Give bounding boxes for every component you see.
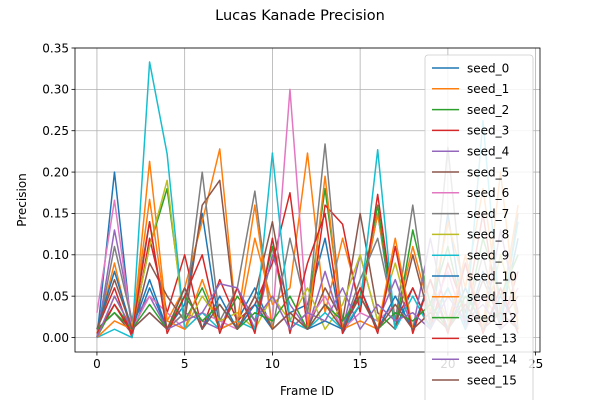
- legend-entry-label: seed_1: [467, 82, 509, 96]
- legend-entry-label: seed_12: [467, 311, 517, 325]
- y-axis-label: Precision: [15, 173, 29, 227]
- legend-entry-label: seed_13: [467, 332, 517, 346]
- legend-entry-label: seed_11: [467, 290, 517, 304]
- legend-entry-label: seed_15: [467, 373, 517, 387]
- legend: seed_0 seed_1 seed_2 seed_3 seed_4 seed_5seed…: [424, 54, 534, 400]
- y-axis-ticks: 0.00 0.05 0.10 0.15 0.20 0.25 0.30 0.35: [42, 41, 75, 345]
- y-tick-label: 0.35: [42, 41, 69, 55]
- legend-entry-label: seed_10: [467, 269, 517, 283]
- y-tick-label: 0.15: [42, 207, 69, 221]
- x-tick-label: 5: [181, 357, 189, 371]
- legend-entry-label: seed_14: [467, 353, 517, 367]
- legend-entry-label: seed_6: [467, 186, 509, 200]
- legend-entry-label: seed_8: [467, 228, 509, 242]
- plot-frame: [74, 47, 541, 353]
- legend-entry-label: seed_3: [467, 124, 509, 138]
- y-tick-label: 0.30: [42, 83, 69, 97]
- y-tick-label: 0.25: [42, 124, 69, 138]
- legend-box: [424, 54, 534, 400]
- legend-entry-label: seed_9: [467, 249, 509, 263]
- legend-entry-label: seed_4: [467, 145, 509, 159]
- y-tick-label: 0.20: [42, 165, 69, 179]
- y-tick-label: 0.05: [42, 289, 69, 303]
- legend-entry-label: seed_7: [467, 207, 509, 221]
- y-tick-label: 0.00: [42, 331, 69, 345]
- chart-title: Lucas Kanade Precision: [215, 8, 385, 24]
- x-axis-label: Frame ID: [280, 384, 334, 398]
- x-tick-label: 10: [265, 357, 280, 371]
- legend-entry-label: seed_5: [467, 165, 509, 179]
- x-tick-label: 15: [353, 357, 368, 371]
- y-tick-label: 0.10: [42, 248, 69, 262]
- legend-entry-label: seed_0: [467, 61, 509, 75]
- legend-entry-label: seed_2: [467, 103, 509, 117]
- x-tick-label: 0: [93, 357, 101, 371]
